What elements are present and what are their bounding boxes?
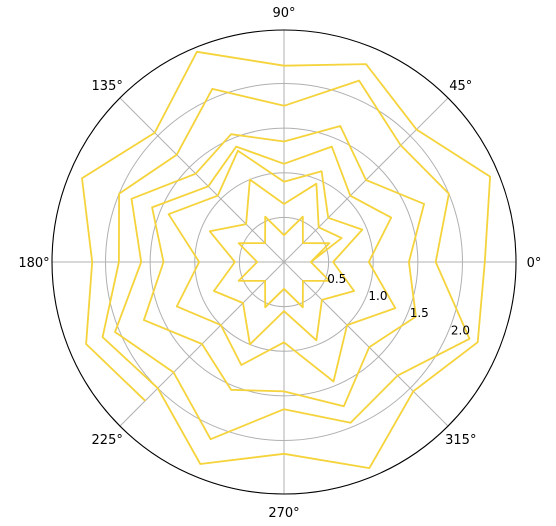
series-layer — [81, 50, 492, 470]
polar-grid — [51, 29, 517, 495]
angle-tick-label: 225° — [92, 433, 123, 448]
radial-tick-label: 1.0 — [368, 289, 387, 303]
series-line — [81, 50, 492, 470]
angle-grid-line — [283, 261, 449, 427]
angle-tick-label: 270° — [268, 506, 299, 521]
radial-tick-label: 2.0 — [451, 323, 470, 337]
radial-tick-label: 0.5 — [327, 272, 346, 286]
angle-tick-label: 135° — [92, 79, 123, 94]
angle-tick-label: 0° — [527, 256, 542, 271]
angle-tick-label: 180° — [18, 256, 49, 271]
polar-frame — [51, 29, 517, 495]
angle-tick-label: 315° — [445, 433, 476, 448]
angle-tick-label: 90° — [272, 6, 295, 21]
angle-tick-label: 45° — [449, 79, 472, 94]
tick-labels: 0° 45° 90° 135° 180° 225° 270° 315° 0.5 1.0 1.5 2.0 — [18, 6, 541, 521]
radial-tick-label: 1.5 — [410, 306, 429, 320]
angle-grid-line — [119, 97, 285, 263]
